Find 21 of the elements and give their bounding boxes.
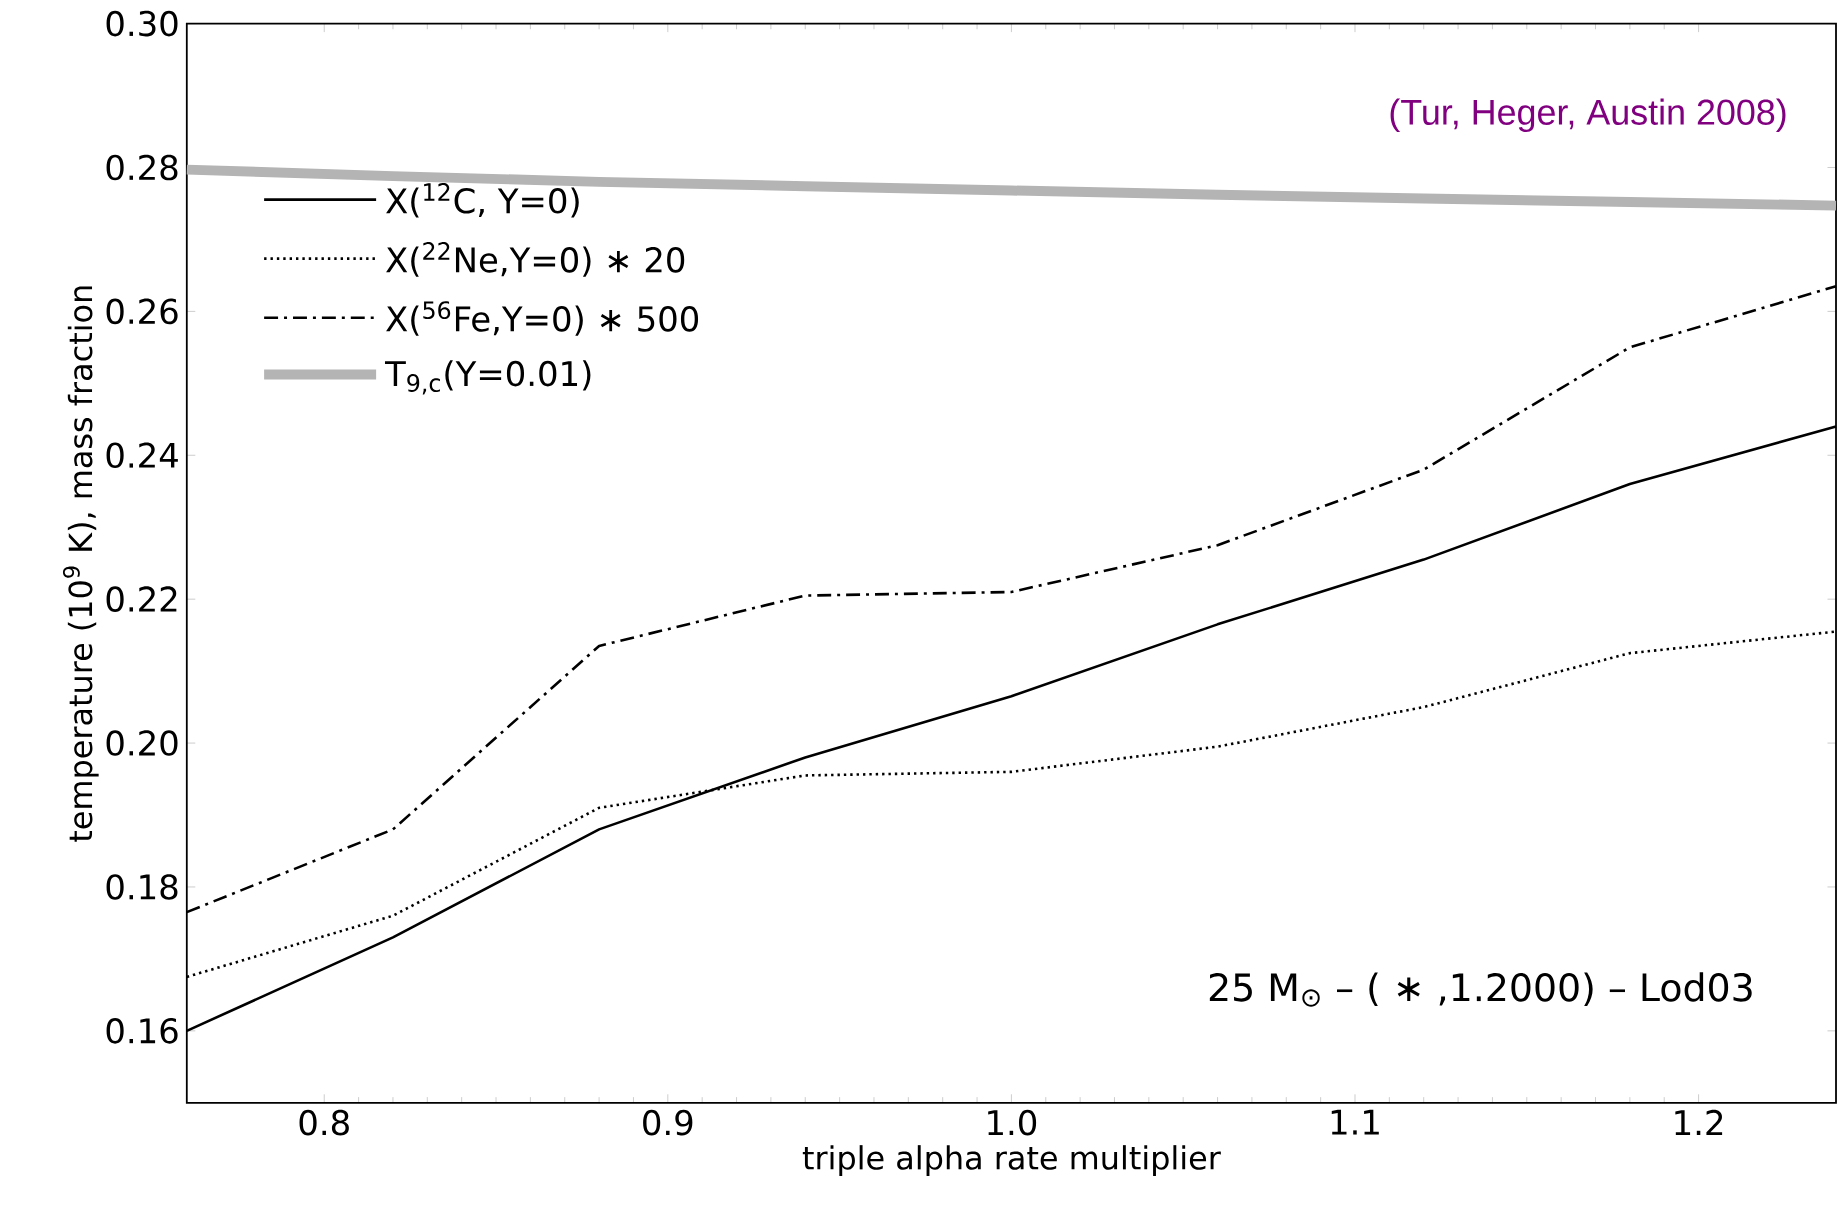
x-tick-label: 0.8 [299,1109,349,1136]
legend-label: X($^{56}$Fe,Y=0) ∗ 500 [386,301,699,336]
x-tick-label: 1.0 [988,1109,1037,1136]
x-tick-label: 1.2 [1675,1109,1723,1135]
legend-label: X($^{12}$C, Y=0) [386,183,579,218]
legend-label: T$_{9,c}$(Y=0.01) [384,360,591,395]
y-tick-label: 0.22 [106,586,177,612]
y-tick-label: 0.30 [106,10,178,37]
y-axis-title: temperature (10$^{9}$ K), mass fraction [62,286,99,842]
x-tick-label: 0.9 [643,1109,693,1136]
annotation: (Tur, Heger, Austin 2008) [1390,98,1786,133]
legend-label: X($^{22}$Ne,Y=0) ∗ 20 [386,242,685,277]
x-tick-label: 1.1 [1331,1109,1379,1135]
annotation: 25 M$_{⊙}$ – ( ∗ ,1.2000) – Lod03 [1209,972,1752,1007]
x-axis-title: triple alpha rate multiplier [802,1145,1221,1176]
y-tick-label: 0.20 [106,730,178,756]
y-tick-label: 0.16 [106,1018,178,1044]
y-tick-label: 0.18 [106,874,178,900]
y-tick-label: 0.24 [106,442,178,469]
y-tick-label: 0.26 [106,298,178,325]
y-tick-label: 0.28 [106,154,178,181]
